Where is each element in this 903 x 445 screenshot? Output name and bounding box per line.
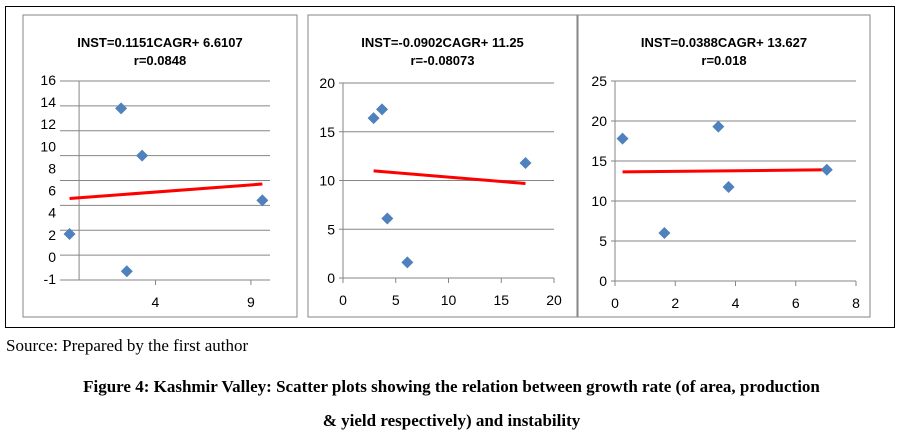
figure-caption-line2: & yield respectively) and instability [322,411,581,430]
x-tick-label: 20 [546,292,562,308]
y-tick-label: 5 [599,233,607,249]
chart-border [307,14,578,318]
chart-title: INST=0.1151CAGR+ 6.6107 [77,35,243,50]
y-tick-label: 8 [48,160,56,176]
data-point [115,102,128,115]
x-tick-label: 15 [493,292,509,308]
data-point [367,112,380,125]
scatter-plots: INST=0.1151CAGR+ 6.6107 r=0.0848 16 14 12 10 8… [22,14,871,318]
data-point [63,227,76,240]
y-tick-label: 15 [591,153,607,169]
chart-3: INST=0.0388CAGR+ 13.627r=0.0182520151050… [577,14,871,318]
x-tick-label: 5 [392,292,400,308]
data-point [381,212,394,225]
y-tick-label: 4 [48,205,56,221]
chart-title: INST=0.0388CAGR+ 13.627 [641,35,807,50]
y-tick-label: 2 [48,227,56,243]
x-tick-label: 4 [732,295,740,311]
data-point [401,256,414,269]
x-tick-label: 4 [152,294,160,310]
x-tick-label: 6 [792,295,800,311]
x-tick-label: 8 [852,295,860,311]
y-tick-label: 10 [591,193,607,209]
source-note: Source: Prepared by the first author [6,336,249,355]
x-tick-label: 9 [247,294,255,310]
data-point [616,132,629,145]
figure-frame [5,6,895,328]
y-tick-label: 6 [48,183,56,199]
y-tick-label: 20 [591,113,607,129]
chart-title: INST=-0.0902CAGR+ 11.25 [361,35,524,50]
chart-1: INST=0.1151CAGR+ 6.6107 r=0.0848 16 14 12 10 8… [22,14,298,318]
y-tick-label: 16 [40,72,56,88]
y-tick-label: 20 [319,75,335,91]
data-point [376,103,389,116]
trendline [69,182,263,200]
x-tick-label: 2 [671,295,679,311]
y-tick-label: 0 [599,273,607,289]
x-tick-label: 0 [339,292,347,308]
y-tick-label: 10 [319,173,335,189]
y-tick-label: 10 [40,138,56,154]
chart-2: INST=-0.0902CAGR+ 11.25 r=-0.08073 20 15 10 5… [307,14,578,318]
data-point [120,265,133,278]
y-tick-label: 0 [327,270,335,286]
data-point [820,163,833,176]
chart-subtitle: r=-0.08073 [411,53,475,68]
x-tick-label: 0 [611,295,619,311]
data-point [658,227,671,239]
trendline [373,169,526,186]
y-tick-label: -1 [44,271,57,287]
data-point [136,149,149,162]
chart-subtitle: r=0.018 [701,53,746,68]
chart-border [22,14,298,318]
y-tick-label: 15 [319,124,335,140]
data-point [519,156,532,169]
chart-subtitle: r=0.0848 [134,53,186,68]
y-tick-label: 12 [40,116,56,132]
data-point [722,181,735,193]
y-tick-label: 5 [327,221,335,237]
y-tick-label: 25 [591,73,607,89]
y-tick-label: 14 [40,94,56,110]
x-tick-label: 10 [441,292,457,308]
data-point [256,194,269,207]
figure-caption-line1: Figure 4: Kashmir Valley: Scatter plots … [83,377,820,396]
chart-border [577,14,871,318]
data-point [712,120,725,133]
trendline [622,168,827,174]
y-tick-label: 0 [48,249,56,265]
